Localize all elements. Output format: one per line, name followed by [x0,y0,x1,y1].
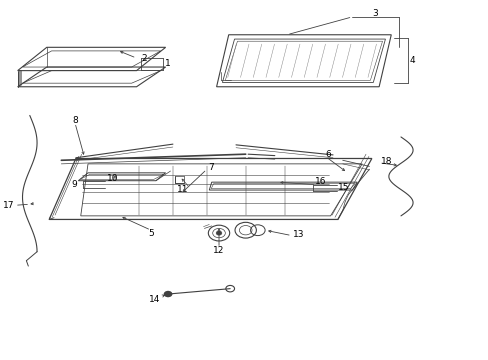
Text: 1: 1 [164,59,170,68]
Text: 6: 6 [325,150,331,159]
Text: 7: 7 [208,163,214,172]
Text: 2: 2 [141,54,147,63]
Text: 11: 11 [177,185,188,194]
Text: 8: 8 [72,116,78,125]
Circle shape [216,231,222,235]
Text: 13: 13 [293,230,304,239]
Text: 4: 4 [409,56,414,65]
Text: 18: 18 [380,157,391,166]
Text: 15: 15 [338,183,349,192]
Text: 16: 16 [314,177,326,186]
Text: 5: 5 [148,229,154,238]
Text: 10: 10 [107,175,119,184]
Circle shape [163,291,172,297]
Text: 12: 12 [213,246,224,255]
Text: 3: 3 [371,9,377,18]
Text: 14: 14 [148,294,160,303]
Text: 9: 9 [71,180,77,189]
Text: 17: 17 [3,201,15,210]
